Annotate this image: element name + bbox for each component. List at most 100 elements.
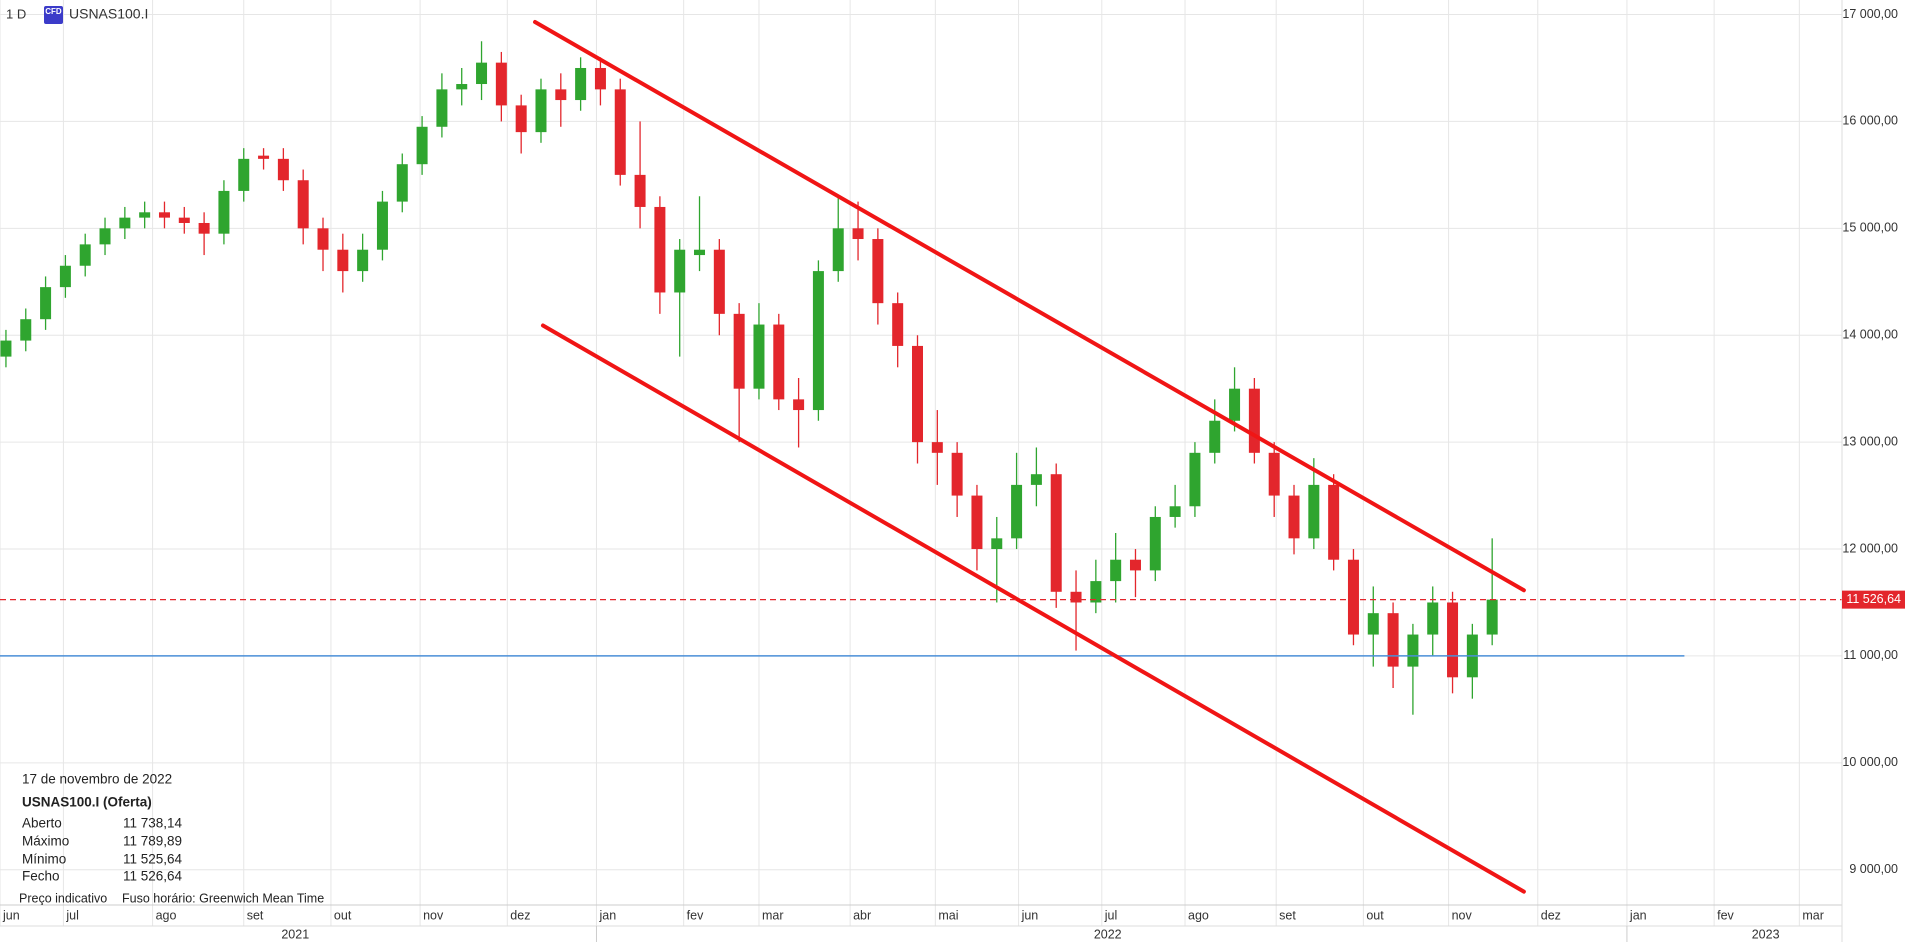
- candle-body: [1050, 474, 1062, 592]
- info-label: Fecho: [22, 869, 60, 884]
- candles: [0, 41, 1498, 715]
- y-tick-label: 16 000,00: [1842, 114, 1898, 128]
- candle-body: [575, 67, 587, 101]
- candle-body: [456, 84, 468, 90]
- candle-body: [1288, 495, 1300, 539]
- candle-body: [79, 244, 91, 266]
- candle-body: [1169, 506, 1181, 517]
- y-tick-label: 12 000,00: [1842, 541, 1898, 555]
- candle-body: [594, 67, 606, 90]
- candle-body: [1110, 559, 1122, 582]
- x-tick-label: jan: [1629, 908, 1647, 922]
- candle-body: [40, 287, 52, 320]
- candle-body: [357, 249, 369, 272]
- candle-body: [634, 174, 646, 207]
- info-label: Aberto: [22, 816, 62, 831]
- footer-note: Fuso horário: Greenwich Mean Time: [122, 891, 324, 905]
- candle-body: [238, 158, 250, 191]
- trend-line: [533, 20, 1526, 593]
- x-tick-label: fev: [687, 908, 704, 922]
- candle-body: [852, 228, 864, 240]
- candle-body: [1447, 602, 1459, 678]
- x-tick-label: jul: [1104, 908, 1118, 922]
- symbol[interactable]: USNAS100.I: [69, 6, 148, 22]
- x-tick-label: set: [1279, 908, 1296, 922]
- candle-body: [694, 249, 706, 256]
- axes: 9 000,00 10 000,00 11 000,00 12 000,00 13 00…: [2, 7, 1905, 942]
- candle-body: [1090, 581, 1102, 603]
- y-tick-label: 10 000,00: [1842, 755, 1898, 769]
- info-panel: 17 de novembro de 2022 USNAS100.I (Ofert…: [19, 772, 324, 906]
- candle-body: [258, 155, 270, 159]
- candle-body: [832, 228, 844, 272]
- x-tick-label: mai: [938, 908, 958, 922]
- candle-body: [218, 190, 230, 234]
- y-tick-label: 13 000,00: [1842, 434, 1898, 448]
- candle-body: [1486, 599, 1498, 635]
- x-tick-label: nov: [1452, 908, 1473, 922]
- x-tick-label: jun: [1021, 908, 1039, 922]
- candle-body: [1030, 474, 1042, 485]
- x-tick-label: jan: [598, 908, 616, 922]
- candle-body: [991, 538, 1003, 550]
- candle-body: [416, 126, 428, 165]
- candle-body: [951, 452, 963, 496]
- last-price-box: [1842, 590, 1905, 609]
- interval[interactable]: 1 D: [6, 6, 26, 21]
- x-tick-label: fev: [1717, 908, 1734, 922]
- year-label: 2023: [1752, 927, 1780, 941]
- trend-line: [540, 323, 1526, 894]
- candle-body: [713, 249, 725, 314]
- x-tick-label: jun: [2, 908, 20, 922]
- candle-body: [1268, 452, 1280, 496]
- candle-body: [1407, 634, 1419, 667]
- candle-body: [773, 324, 785, 400]
- candle-body: [555, 89, 567, 101]
- x-tick-label: ago: [1188, 908, 1209, 922]
- candle-body: [99, 228, 111, 245]
- x-tick-label: abr: [853, 908, 871, 922]
- candle-body: [1328, 484, 1340, 560]
- header: 1 D CFD USNAS100.I: [6, 6, 148, 24]
- candle-body: [436, 89, 448, 127]
- candle-body: [1011, 484, 1023, 539]
- candle-body: [654, 206, 666, 293]
- badge-icon: [44, 6, 63, 24]
- x-tick-label: dez: [1541, 908, 1561, 922]
- candle-body: [1367, 613, 1379, 635]
- candle-body: [1308, 484, 1320, 539]
- last-price-label: 11 526,64: [1846, 592, 1901, 606]
- candle-body: [1149, 516, 1161, 571]
- info-label: Máximo: [22, 834, 69, 849]
- year-label: 2021: [281, 927, 309, 941]
- candle-body: [892, 303, 904, 346]
- candle-body: [535, 89, 547, 133]
- candle-body: [198, 222, 210, 234]
- candle-body: [1229, 388, 1241, 421]
- candle-body: [931, 442, 943, 453]
- candle-body: [297, 180, 309, 229]
- candle-body: [674, 249, 686, 293]
- info-value: 11 789,89: [123, 834, 182, 849]
- candle-body: [158, 212, 170, 218]
- y-tick-label: 17 000,00: [1842, 7, 1898, 21]
- candle-body: [1347, 559, 1359, 635]
- candle-body: [277, 158, 289, 181]
- candle-body: [793, 399, 805, 411]
- candle-body: [376, 201, 388, 250]
- footer-note: Preço indicativo: [19, 891, 107, 905]
- candle-body: [178, 217, 190, 223]
- y-tick-label: 14 000,00: [1842, 328, 1898, 342]
- candle-body: [971, 495, 983, 550]
- overlays: [0, 20, 1842, 894]
- y-tick-label: 9 000,00: [1849, 862, 1898, 876]
- x-tick-label: ago: [156, 908, 177, 922]
- y-tick-label: 15 000,00: [1842, 221, 1898, 235]
- info-date: 17 de novembro de 2022: [22, 772, 172, 787]
- candle-body: [139, 212, 151, 218]
- candle-body: [396, 164, 408, 202]
- badge: CFD: [45, 7, 62, 16]
- candle-body: [733, 313, 745, 389]
- candle-body: [0, 340, 12, 357]
